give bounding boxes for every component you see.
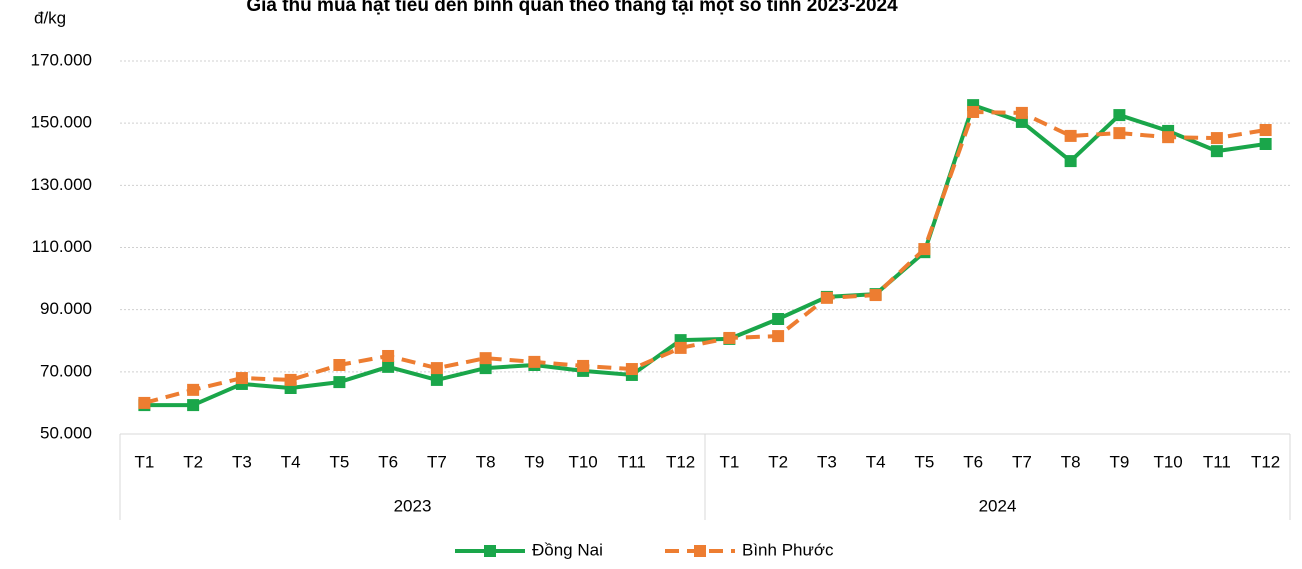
legend-marker: [694, 545, 706, 557]
legend-label: Đồng Nai: [532, 540, 603, 559]
marker: [772, 330, 785, 343]
x-tick-label: T10: [568, 452, 597, 471]
marker: [869, 289, 882, 302]
chart-title: Giá thu mua hạt tiêu đen bình quân theo …: [246, 0, 898, 16]
marker: [333, 358, 346, 371]
group-label: 2024: [979, 496, 1017, 515]
y-unit: đ/kg: [34, 8, 66, 27]
marker: [918, 243, 931, 256]
marker: [333, 376, 346, 389]
marker: [967, 105, 980, 118]
marker: [284, 373, 297, 386]
marker: [1015, 115, 1028, 128]
y-tick-label: 50.000: [40, 423, 92, 442]
marker: [528, 355, 541, 368]
x-tick-label: T6: [963, 452, 983, 471]
legend-marker: [484, 545, 496, 557]
x-tick-label: T3: [232, 452, 252, 471]
series-line: [143, 109, 1266, 405]
marker: [1064, 155, 1077, 168]
group-label: 2023: [394, 496, 432, 515]
marker: [479, 352, 492, 365]
y-tick-label: 90.000: [40, 299, 92, 318]
marker: [1064, 129, 1077, 142]
marker: [1113, 127, 1126, 140]
x-tick-label: T5: [914, 452, 934, 471]
marker: [187, 399, 200, 412]
marker: [382, 349, 395, 362]
x-tick-label: T10: [1153, 452, 1182, 471]
x-tick-label: T8: [1061, 452, 1081, 471]
marker: [1259, 137, 1272, 150]
marker: [625, 363, 638, 376]
x-tick-label: T12: [666, 452, 695, 471]
y-tick-label: 150.000: [31, 113, 92, 132]
series-line: [144, 103, 1266, 408]
marker: [138, 396, 151, 409]
marker: [382, 360, 395, 373]
marker: [430, 362, 443, 375]
marker: [430, 373, 443, 386]
marker: [1113, 109, 1126, 122]
y-tick-label: 130.000: [31, 175, 92, 194]
marker: [1162, 131, 1175, 144]
x-tick-label: T4: [866, 452, 886, 471]
x-tick-label: T1: [719, 452, 739, 471]
x-tick-label: T1: [134, 452, 154, 471]
y-tick-label: 110.000: [32, 237, 92, 256]
x-tick-label: T11: [1203, 452, 1231, 471]
marker: [235, 372, 248, 385]
x-tick-label: T7: [1012, 452, 1032, 471]
marker: [187, 383, 200, 396]
x-tick-label: T2: [768, 452, 788, 471]
x-tick-label: T3: [817, 452, 837, 471]
x-tick-label: T2: [183, 452, 203, 471]
marker: [1015, 106, 1028, 119]
x-tick-label: T8: [476, 452, 496, 471]
x-tick-label: T9: [1109, 452, 1129, 471]
y-tick-label: 70.000: [40, 361, 92, 380]
y-tick-label: 170.000: [31, 50, 92, 69]
marker: [674, 341, 687, 354]
marker: [723, 331, 736, 344]
marker: [1259, 124, 1272, 137]
marker: [1210, 145, 1223, 158]
x-tick-label: T11: [618, 452, 646, 471]
marker: [577, 359, 590, 372]
x-tick-label: T6: [378, 452, 398, 471]
marker: [1210, 132, 1223, 145]
x-tick-label: T9: [524, 452, 544, 471]
marker: [820, 291, 833, 304]
marker: [479, 362, 492, 375]
x-tick-label: T7: [427, 452, 447, 471]
legend-label: Bình Phước: [742, 540, 834, 559]
x-tick-label: T4: [281, 452, 301, 471]
x-tick-label: T5: [329, 452, 349, 471]
x-tick-label: T12: [1251, 452, 1280, 471]
marker: [772, 312, 785, 325]
